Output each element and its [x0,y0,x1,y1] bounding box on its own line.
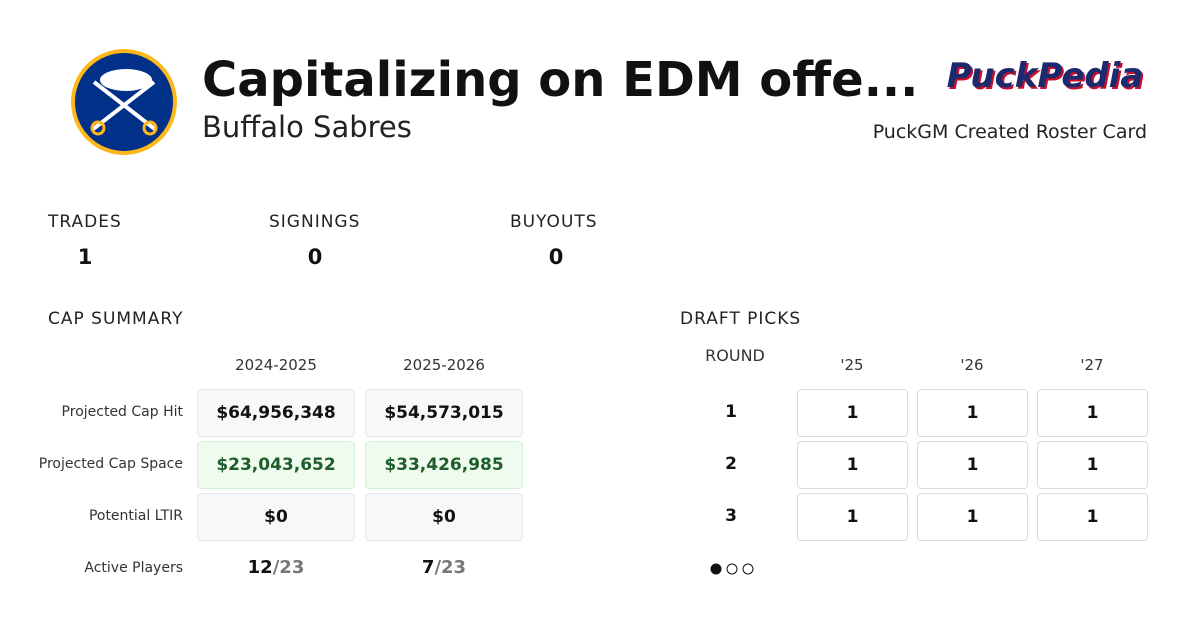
stat-value: 1 [77,245,93,269]
stat-label: BUYOUTS [510,212,598,232]
cap-cell: $33,426,985 [365,441,523,489]
active-separator: / [272,557,280,578]
pick-cell: 1 [797,493,908,541]
row-label: Projected Cap Hit [61,404,183,420]
year-header: '27 [1080,356,1104,374]
stat-label: TRADES [48,212,122,232]
pick-cell: 1 [797,389,908,437]
pick-cell: 1 [917,441,1028,489]
round-number: 1 [725,402,737,422]
pick-cell: 1 [917,389,1028,437]
cap-cell: $0 [197,493,355,541]
pick-cell: 1 [797,441,908,489]
team-name: Buffalo Sabres [202,110,412,144]
stat-value: 0 [548,245,564,269]
row-label: Active Players [84,560,183,576]
brand-logo: PuckPedia [946,56,1144,96]
page-dot[interactable] [710,563,722,575]
round-number: 2 [725,454,737,474]
stat-value: 0 [307,245,323,269]
title: Capitalizing on EDM offe... [202,52,919,108]
section-title: DRAFT PICKS [680,309,802,329]
year-header: '25 [840,356,864,374]
year-header: '26 [960,356,984,374]
pick-cell: 1 [1037,389,1148,437]
active-count: 12 [247,557,273,578]
active-max: 23 [441,557,467,578]
round-header: ROUND [705,346,765,365]
active-max: 23 [279,557,305,578]
row-label: Projected Cap Space [38,456,183,472]
pick-cell: 1 [1037,441,1148,489]
active-players: 7/23 [422,557,466,578]
pick-cell: 1 [917,493,1028,541]
stat-label: SIGNINGS [269,212,361,232]
page-dot[interactable] [742,563,754,575]
cap-cell: $0 [365,493,523,541]
row-label: Potential LTIR [88,508,183,524]
cap-cell: $54,573,015 [365,389,523,437]
active-separator: / [434,557,442,578]
round-number: 3 [725,506,737,526]
pagination [710,563,754,575]
active-count: 7 [421,557,435,578]
cap-cell: $23,043,652 [197,441,355,489]
page-dot[interactable] [726,563,738,575]
column-header: 2024-2025 [235,356,317,374]
section-title: CAP SUMMARY [48,309,184,329]
column-header: 2025-2026 [403,356,485,374]
active-players: 12/23 [248,557,305,578]
cap-cell: $64,956,348 [197,389,355,437]
team-logo [71,49,177,155]
pick-cell: 1 [1037,493,1148,541]
tagline: PuckGM Created Roster Card [872,121,1147,143]
